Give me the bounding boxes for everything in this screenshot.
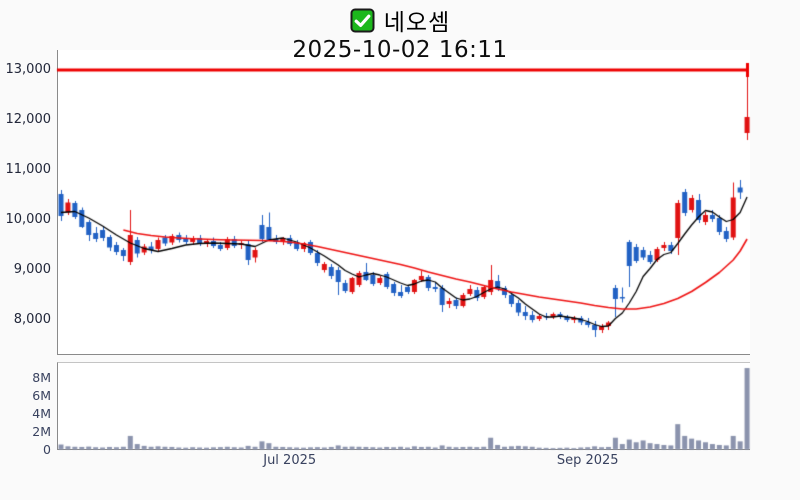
price-tick-label: 8,000 [13, 312, 51, 327]
date-tick-label: Sep 2025 [556, 453, 619, 468]
volume-tick-label: 0 [43, 442, 51, 457]
checked-checkbox-icon[interactable] [350, 8, 375, 33]
price-tick-label: 9,000 [13, 262, 51, 277]
chart-datetime: 2025-10-02 16:11 [292, 37, 508, 63]
price-tick-label: 11,000 [5, 162, 52, 177]
chart-header: 네오셈 2025-10-02 16:11 [0, 3, 800, 63]
price-tick-label: 12,000 [5, 112, 52, 127]
volume-tick-label: 4M [32, 405, 51, 421]
title-line: 네오셈 [350, 3, 450, 37]
price-tick-label: 13,000 [5, 62, 52, 77]
volume-tick-label: 8M [32, 369, 51, 385]
date-tick-label: Jul 2025 [263, 453, 317, 468]
price-tick-label: 10,000 [5, 212, 52, 227]
stock-name: 네오셈 [383, 10, 451, 36]
volume-tick-label: 2M [32, 423, 51, 439]
volume-tick-label: 6M [32, 387, 51, 403]
